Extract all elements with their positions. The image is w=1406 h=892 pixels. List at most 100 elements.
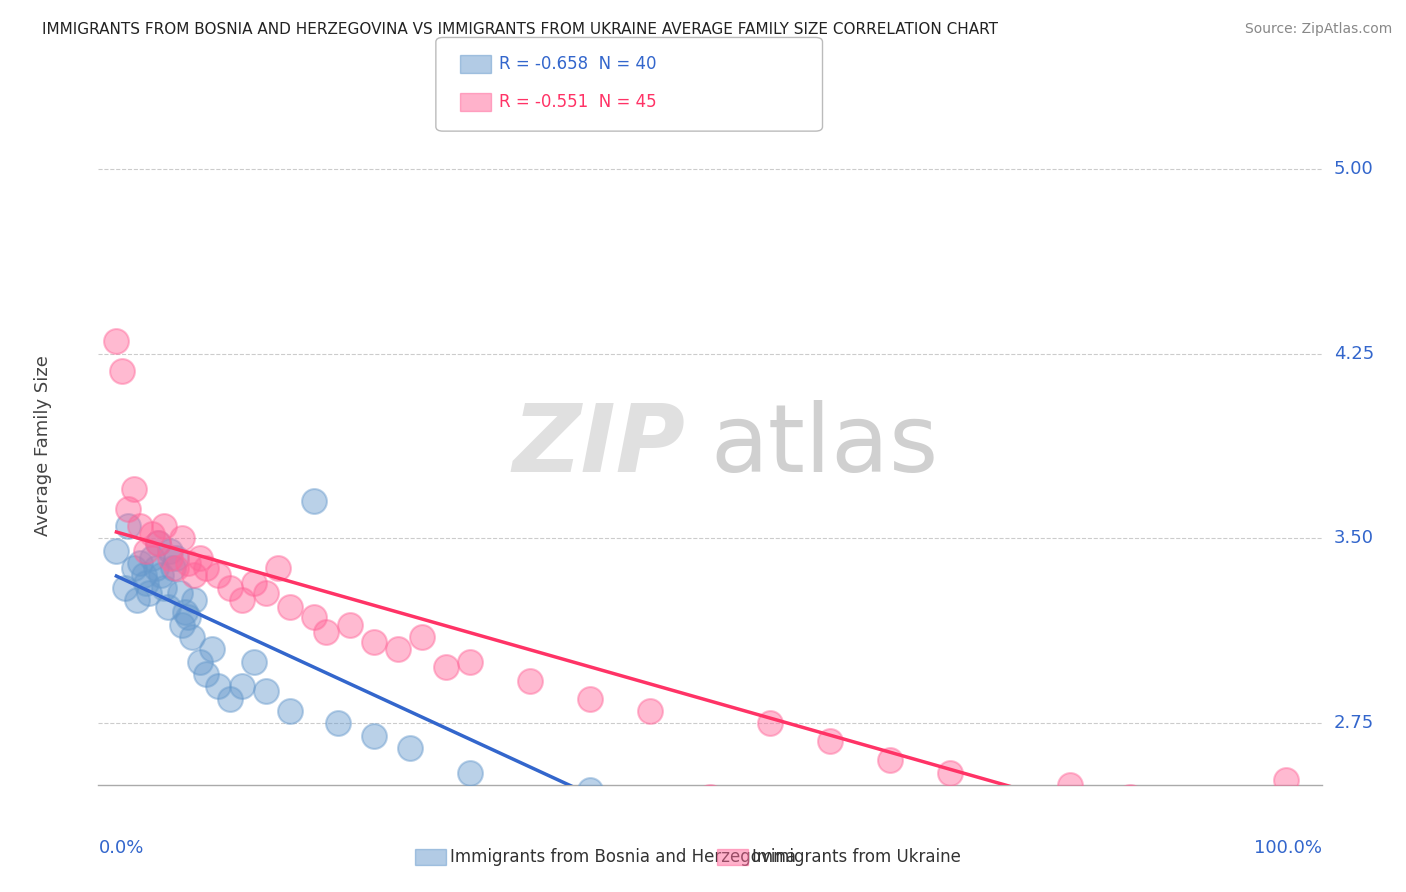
Point	[135, 543, 157, 558]
Point	[188, 655, 211, 669]
Point	[153, 519, 176, 533]
Text: 0.0%: 0.0%	[98, 839, 143, 857]
Point	[181, 630, 204, 644]
Text: atlas: atlas	[710, 400, 938, 492]
Point	[363, 729, 385, 743]
Point	[207, 679, 229, 693]
Text: Immigrants from Bosnia and Herzegovina: Immigrants from Bosnia and Herzegovina	[450, 848, 796, 866]
Point	[1154, 803, 1177, 817]
Point	[243, 655, 266, 669]
Point	[219, 691, 242, 706]
Point	[699, 790, 721, 805]
Point	[939, 765, 962, 780]
Point	[195, 561, 218, 575]
Point	[117, 519, 139, 533]
Point	[254, 585, 277, 599]
Point	[129, 556, 152, 570]
Point	[129, 519, 152, 533]
Point	[173, 606, 195, 620]
Point	[105, 334, 128, 349]
Point	[759, 716, 782, 731]
Point	[1239, 827, 1261, 841]
Point	[177, 556, 200, 570]
Point	[162, 561, 184, 575]
Point	[141, 526, 163, 541]
Point	[638, 704, 661, 718]
Text: Immigrants from Ukraine: Immigrants from Ukraine	[752, 848, 962, 866]
Point	[278, 704, 301, 718]
Point	[1274, 772, 1296, 787]
Point	[111, 364, 134, 378]
Point	[759, 797, 782, 812]
Point	[304, 494, 326, 508]
Text: 5.00: 5.00	[1334, 160, 1374, 178]
Point	[138, 585, 160, 599]
Point	[387, 642, 409, 657]
Text: ZIP: ZIP	[513, 400, 686, 492]
Point	[458, 765, 481, 780]
Point	[243, 575, 266, 590]
Point	[399, 741, 422, 756]
Point	[579, 691, 602, 706]
Text: 4.25: 4.25	[1334, 344, 1374, 362]
Point	[117, 501, 139, 516]
Point	[818, 733, 841, 747]
Point	[148, 536, 170, 550]
Point	[363, 635, 385, 649]
Text: R = -0.658  N = 40: R = -0.658 N = 40	[499, 55, 657, 73]
Point	[183, 568, 205, 582]
Point	[879, 753, 901, 767]
Point	[207, 568, 229, 582]
Point	[124, 482, 146, 496]
Point	[169, 585, 191, 599]
Point	[278, 600, 301, 615]
Point	[195, 667, 218, 681]
Point	[519, 674, 541, 689]
Point	[172, 532, 194, 546]
Point	[458, 655, 481, 669]
Point	[165, 561, 187, 575]
Point	[141, 551, 163, 566]
Point	[148, 536, 170, 550]
Point	[328, 716, 350, 731]
Point	[219, 581, 242, 595]
Point	[183, 593, 205, 607]
Point	[1059, 778, 1081, 792]
Point	[145, 561, 167, 575]
Point	[188, 551, 211, 566]
Text: Average Family Size: Average Family Size	[34, 356, 52, 536]
Point	[1178, 814, 1201, 829]
Point	[172, 617, 194, 632]
Point	[579, 783, 602, 797]
Point	[156, 600, 179, 615]
Point	[149, 568, 172, 582]
Text: IMMIGRANTS FROM BOSNIA AND HERZEGOVINA VS IMMIGRANTS FROM UKRAINE AVERAGE FAMILY: IMMIGRANTS FROM BOSNIA AND HERZEGOVINA V…	[42, 22, 998, 37]
Point	[339, 617, 361, 632]
Point	[105, 543, 128, 558]
Point	[434, 659, 457, 673]
Point	[231, 679, 253, 693]
Text: R = -0.551  N = 45: R = -0.551 N = 45	[499, 93, 657, 111]
Point	[159, 551, 181, 566]
Point	[165, 551, 187, 566]
Point	[125, 593, 148, 607]
Point	[1119, 790, 1142, 805]
Point	[201, 642, 224, 657]
Text: 100.0%: 100.0%	[1254, 839, 1322, 857]
Point	[153, 581, 176, 595]
Point	[315, 625, 337, 640]
Point	[124, 561, 146, 575]
Point	[254, 684, 277, 698]
Point	[267, 561, 290, 575]
Point	[114, 581, 136, 595]
Text: 2.75: 2.75	[1334, 714, 1374, 732]
Point	[411, 630, 433, 644]
Point	[231, 593, 253, 607]
Text: Source: ZipAtlas.com: Source: ZipAtlas.com	[1244, 22, 1392, 37]
Point	[177, 610, 200, 624]
Point	[159, 543, 181, 558]
Point	[304, 610, 326, 624]
Text: 3.50: 3.50	[1334, 530, 1374, 548]
Point	[132, 568, 155, 582]
Point	[135, 575, 157, 590]
